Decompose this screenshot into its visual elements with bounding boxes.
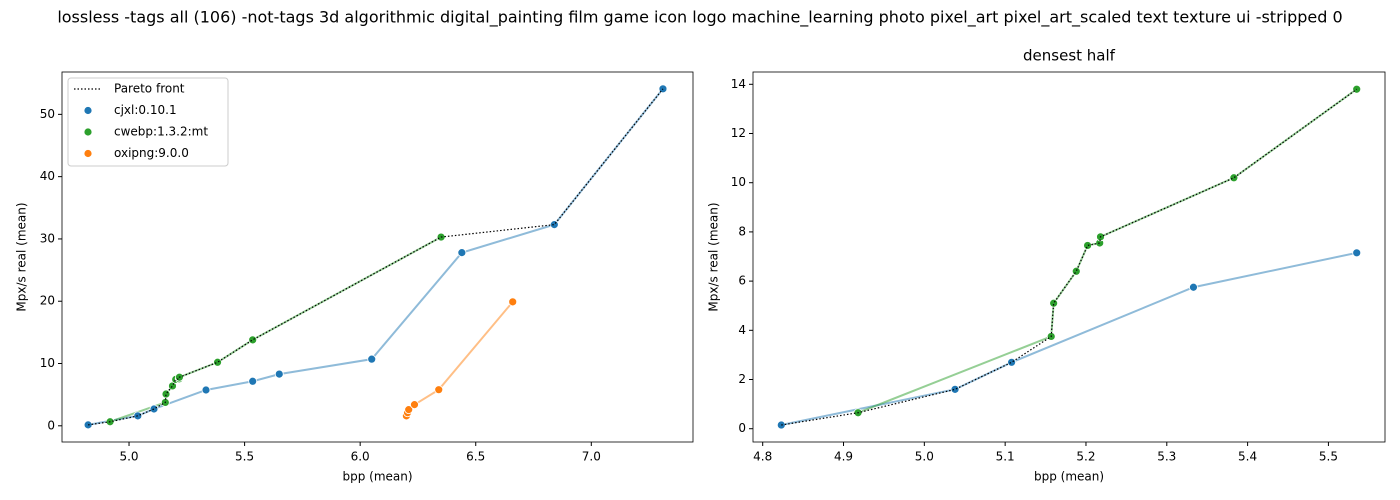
legend-marker [83,127,93,137]
point [508,297,518,307]
x-tick-label: 5.5 [1319,450,1338,464]
x-tick-label: 7.0 [582,450,601,464]
axes-title: densest half [1023,47,1116,65]
y-tick-label: 0 [47,418,55,432]
point [248,335,258,345]
point [248,376,258,386]
y-tick-label: 2 [738,372,746,386]
y-tick-label: 40 [40,169,55,183]
point [549,220,559,230]
series-line [857,88,1358,414]
legend-marker [83,106,93,115]
axes-frame [61,71,694,443]
y-axis-label: Mpx/s real (mean) [707,202,721,311]
y-tick-label: 0 [738,421,746,435]
point [161,389,171,399]
y-tick-label: 6 [738,274,746,288]
y-tick-label: 20 [40,294,55,308]
legend-label: Pareto front [114,82,185,96]
y-tick-label: 4 [738,323,746,337]
x-tick-label: 5.4 [1238,450,1257,464]
point [410,400,419,410]
plot-area [83,84,668,430]
x-tick-label: 5.3 [1157,450,1176,464]
x-tick-label: 5.5 [235,450,254,464]
x-tick-label: 5.2 [1076,450,1095,464]
series-line [87,88,664,426]
figure-title: lossless -tags all (106) -not-tags 3d al… [57,8,1342,28]
legend-label: cjxl:0.10.1 [114,103,177,117]
x-axis-label: bpp (mean) [342,470,412,484]
point [457,248,467,258]
pareto-line [781,88,1358,426]
y-tick-label: 14 [731,77,746,91]
point [1007,357,1017,367]
legend-box [67,77,229,167]
y-tick-label: 12 [731,126,746,140]
series-line [405,301,514,417]
legend-marker [83,149,93,158]
x-tick-label: 5.1 [996,450,1015,464]
point [274,369,284,379]
x-tick-label: 6.5 [466,450,485,464]
plot-area [776,84,1362,430]
y-tick-label: 10 [40,356,55,370]
point [434,385,444,395]
point [950,384,960,394]
point [1083,241,1092,250]
point [201,385,211,395]
point [1189,282,1198,292]
point [367,354,377,364]
x-tick-label: 5.0 [119,450,138,464]
point [1229,173,1239,183]
point [213,357,222,367]
legend-label: cwebp:1.3.2:mt [114,125,208,139]
point [133,411,143,421]
x-axis-label: bpp (mean) [1034,470,1104,484]
y-tick-label: 30 [40,231,55,245]
x-tick-label: 4.9 [834,450,853,464]
point [1352,248,1362,258]
series-line [781,251,1357,427]
point [149,404,159,414]
x-tick-label: 6.0 [351,450,370,464]
pareto-line [88,88,664,426]
y-tick-label: 50 [40,107,55,121]
series-line [109,236,442,423]
point [1049,298,1059,308]
axes-frame [752,71,1386,443]
x-tick-label: 5.0 [915,450,934,464]
x-tick-label: 4.8 [753,450,772,464]
legend-label: oxipng:9.0.0 [114,146,189,160]
point [1071,266,1081,276]
y-tick-label: 10 [731,175,746,189]
y-tick-label: 8 [738,224,746,238]
y-axis-label: Mpx/s real (mean) [15,202,29,311]
point [404,405,414,415]
